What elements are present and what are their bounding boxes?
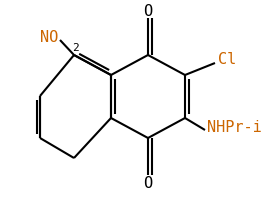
Text: Cl: Cl (218, 53, 236, 67)
Text: O: O (143, 5, 153, 20)
Text: NHPr-i: NHPr-i (207, 121, 262, 136)
Text: NO: NO (40, 30, 58, 46)
Text: 2: 2 (72, 43, 79, 53)
Text: O: O (143, 176, 153, 190)
